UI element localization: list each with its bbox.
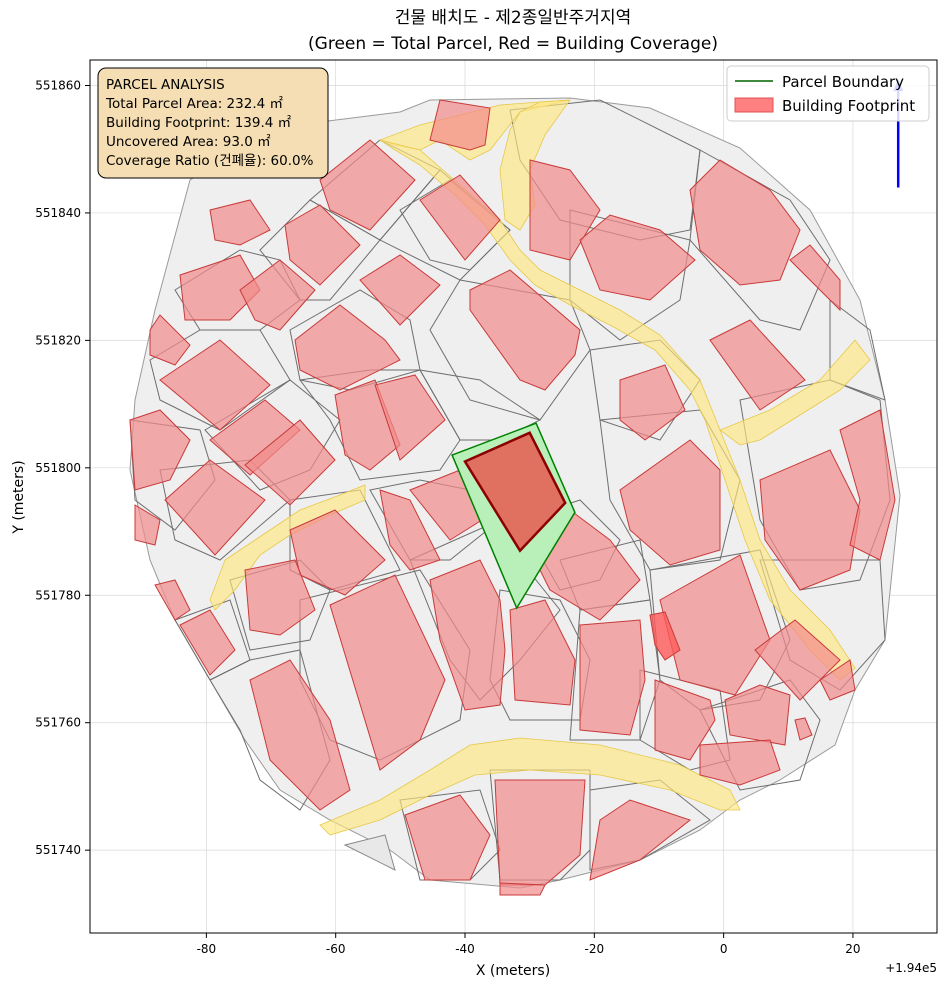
y-ticks: 551860 551840 551820 551800 551780 551760 5517… bbox=[35, 78, 90, 857]
x-tick-label: -80 bbox=[197, 942, 217, 956]
info-title: PARCEL ANALYSIS bbox=[106, 77, 225, 93]
info-line-footprint: Building Footprint: 139.4 ㎡ bbox=[106, 115, 292, 131]
y-tick-label: 551840 bbox=[35, 206, 81, 220]
x-tick-label: -40 bbox=[455, 942, 475, 956]
x-tick-label: 20 bbox=[845, 942, 860, 956]
x-offset-label: +1.94e5 bbox=[885, 961, 937, 975]
x-tick-label: 0 bbox=[720, 942, 728, 956]
x-ticks: -80 -60 -40 -20 0 20 bbox=[197, 933, 861, 956]
info-line-uncovered: Uncovered Area: 93.0 ㎡ bbox=[106, 134, 271, 150]
y-tick-label: 551800 bbox=[35, 461, 81, 475]
y-tick-label: 551860 bbox=[35, 78, 81, 92]
x-axis-label: X (meters) bbox=[476, 963, 550, 979]
target-building-footprint[interactable] bbox=[463, 431, 567, 553]
legend-building-footprint-label: Building Footprint bbox=[782, 97, 915, 115]
map-layer bbox=[129, 79, 904, 896]
legend: Parcel Boundary Building Footprint bbox=[726, 65, 930, 122]
legend-parcel-boundary-label: Parcel Boundary bbox=[782, 73, 904, 91]
x-tick-label: -60 bbox=[326, 942, 346, 956]
info-line-coverage: Coverage Ratio (건폐율): 60.0% bbox=[106, 153, 314, 169]
chart-title-line1: 건물 배치도 - 제2종일반주거지역 bbox=[395, 8, 631, 28]
chart-title-line2: (Green = Total Parcel, Red = Building Co… bbox=[308, 34, 718, 54]
parcel-analysis-box: PARCEL ANALYSIS Total Parcel Area: 232.4… bbox=[97, 67, 329, 179]
axes-frame bbox=[89, 59, 938, 934]
buildings bbox=[129, 99, 896, 896]
y-axis-label: Y (meters) bbox=[11, 460, 27, 534]
y-tick-label: 551780 bbox=[35, 588, 81, 602]
y-tick-label: 551760 bbox=[35, 716, 81, 730]
y-tick-label: 551740 bbox=[35, 843, 81, 857]
y-tick-label: 551820 bbox=[35, 333, 81, 347]
info-line-total-area: Total Parcel Area: 232.4 ㎡ bbox=[105, 96, 283, 112]
legend-building-footprint-swatch bbox=[734, 97, 774, 113]
detached-parcel bbox=[343, 834, 396, 871]
x-tick-label: -20 bbox=[585, 942, 605, 956]
